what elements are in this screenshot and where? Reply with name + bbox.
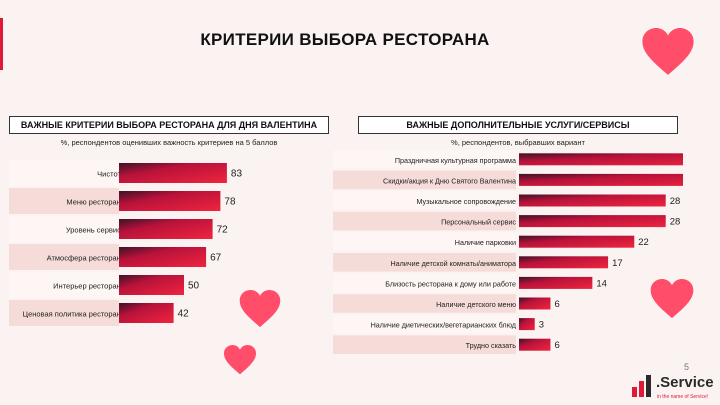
left-chart-title: ВАЖНЫЕ КРИТЕРИИ ВЫБОРА РЕСТОРАНА ДЛЯ ДНЯ…: [9, 116, 329, 134]
heart-icon: [224, 345, 256, 375]
left-bar-chart: Чистота 83 Меню ресторана 78 Уровень сервиса…: [9, 160, 243, 326]
category-label: Наличие детского меню: [436, 300, 516, 309]
row-band: [9, 300, 119, 326]
data-label: 83: [231, 169, 243, 180]
category-label: Трудно сказать: [466, 341, 517, 350]
row-band: [9, 272, 119, 298]
bar: [519, 256, 609, 269]
category-label: Меню ресторана: [66, 198, 125, 207]
bar: [519, 194, 666, 207]
category-label: Интерьер ресторана: [53, 282, 126, 291]
data-label: 42: [178, 309, 190, 320]
heart-icon: [239, 290, 281, 328]
data-label: 28: [670, 217, 681, 228]
row-band: [333, 150, 516, 169]
logo-bars-icon: [632, 375, 651, 397]
row-band: [9, 216, 119, 242]
bar: [519, 235, 635, 248]
logo-tagline: in the name of Service!: [657, 394, 709, 400]
category-label: Наличие парковки: [455, 238, 516, 247]
company-logo: .Service in the name of Service!: [631, 373, 716, 403]
row-band: [333, 294, 516, 313]
row-band: [333, 273, 516, 293]
data-label: 22: [638, 237, 649, 248]
bar: [119, 219, 213, 239]
data-label: 72: [217, 225, 229, 236]
category-label: Наличие детской комнаты/аниматора: [390, 259, 516, 268]
bar: [519, 215, 666, 228]
category-label: Ценовая политика ресторана: [23, 310, 126, 319]
bar: [119, 191, 221, 211]
row-band: [333, 211, 516, 231]
category-label: Наличие диетических/вегетарианских блюд: [371, 321, 517, 330]
bar: [519, 153, 683, 166]
data-label: 28: [670, 196, 681, 207]
bar: [519, 276, 593, 289]
row-band: [9, 244, 119, 270]
right-chart-title: ВАЖНЫЕ ДОПОЛНИТЕЛЬНЫЕ УСЛУГИ/СЕРВИСЫ: [358, 116, 678, 134]
data-label: 67: [210, 253, 222, 264]
row-band: [333, 170, 516, 190]
row-band: [333, 253, 516, 272]
data-label: 3: [539, 320, 544, 331]
data-label: 78: [224, 197, 236, 208]
category-label: Атмосфера ресторана: [47, 254, 126, 263]
category-label: Праздничная культурная программа: [395, 156, 516, 165]
bar: [519, 297, 551, 310]
category-label: Уровень сервиса: [66, 226, 126, 235]
data-label: 14: [596, 278, 607, 289]
category-label: Чистота: [97, 170, 126, 179]
row-band: [9, 160, 119, 186]
category-label: Музыкальное сопровождение: [416, 197, 516, 206]
page-title: КРИТЕРИИ ВЫБОРА РЕСТОРАНА: [200, 30, 490, 49]
data-label: 6: [554, 299, 559, 310]
bar: [119, 303, 174, 323]
bar: [519, 173, 683, 186]
logo-name: .Service: [656, 374, 714, 391]
row-band: [9, 188, 119, 214]
row-band: [333, 232, 516, 251]
category-label: Скидки/акция к Дню Святого Валентина: [383, 176, 516, 185]
left-accent-bar: [0, 18, 3, 70]
category-label: Близость ресторана к дому или работе: [385, 279, 516, 288]
category-label: Персональный сервис: [441, 218, 516, 227]
bar: [519, 338, 551, 351]
heart-icon: [642, 28, 694, 75]
bar: [119, 247, 207, 267]
row-band: [333, 314, 516, 334]
bar: [519, 318, 535, 331]
right-chart-subtitle: %, респондентов, выбравших вариант: [451, 138, 585, 147]
row-band: [333, 191, 516, 210]
bar: [119, 275, 184, 295]
heart-icon: [650, 279, 694, 319]
page-number: 5: [684, 362, 690, 372]
left-chart-subtitle: %, респондентов оценивших важность крите…: [60, 138, 278, 147]
right-bar-chart: Праздничная культурная программа42Скидки…: [333, 150, 683, 354]
data-label: 17: [612, 258, 623, 269]
data-label: 50: [188, 281, 200, 292]
row-band: [333, 335, 516, 354]
data-label: 6: [554, 340, 559, 351]
bar: [119, 163, 227, 183]
